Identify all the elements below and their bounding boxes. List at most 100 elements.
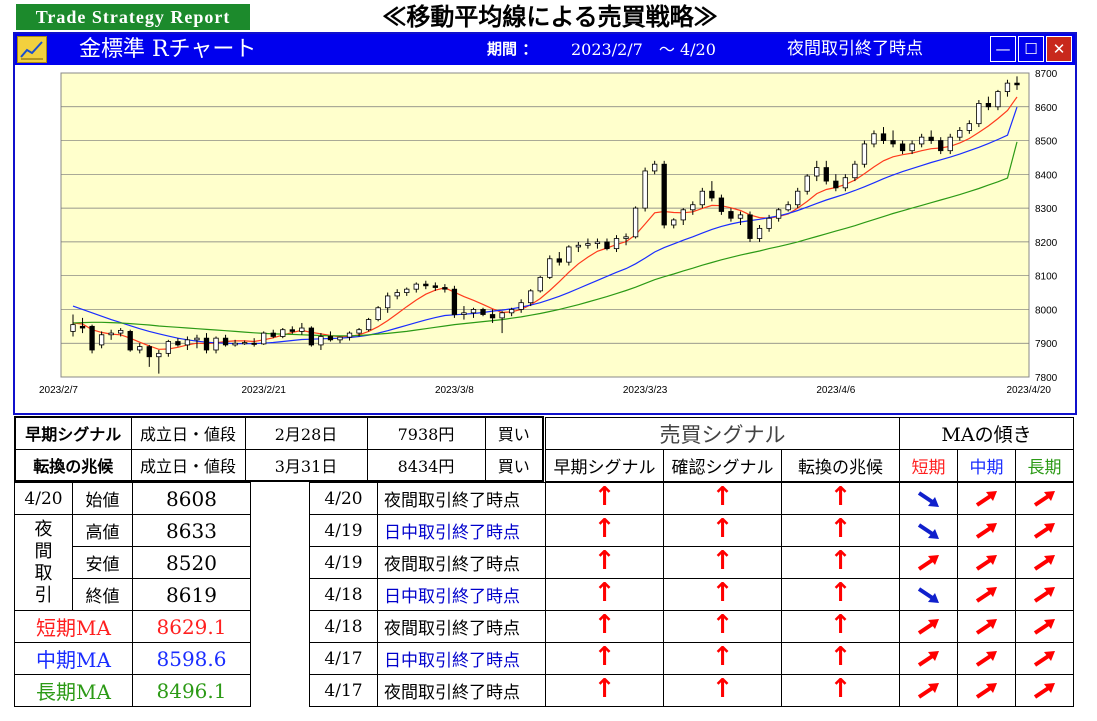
slope-up-arrow-icon xyxy=(901,681,957,701)
candle xyxy=(804,174,810,195)
slope-up-arrow-icon xyxy=(1017,617,1073,637)
ma-slope-cell xyxy=(957,642,1016,675)
candle xyxy=(241,340,248,345)
candle-body xyxy=(661,163,667,226)
y-tick-label: 8300 xyxy=(1035,204,1058,215)
history-row: 4/18 夜間取引終了時点 ↑ ↑ ↑ xyxy=(309,610,1074,643)
ohlc-value: 8633 xyxy=(132,514,251,547)
history-session: 日中取引終了時点 xyxy=(377,642,546,675)
window-titlebar[interactable]: 金標準 Rチャート 期間 ： 2023/2/7 ～ 4/20 夜間取引終了時点 … xyxy=(15,34,1075,65)
candle-body xyxy=(270,332,276,337)
candle-body xyxy=(918,136,925,145)
up-arrow-icon: ↑ xyxy=(593,610,616,640)
candle xyxy=(385,292,391,313)
candle xyxy=(652,160,658,175)
col-confirm-signal: 確認シグナル xyxy=(663,449,782,482)
col-mid-ma: 中期 xyxy=(957,449,1016,482)
candle xyxy=(89,324,95,354)
up-arrow-icon: ↑ xyxy=(829,578,852,608)
candle-body xyxy=(118,329,124,334)
candle-body xyxy=(480,309,486,315)
close-button[interactable]: ✕ xyxy=(1046,36,1072,62)
candle-body xyxy=(394,292,400,297)
slope-up-arrow-icon xyxy=(959,553,1015,573)
candle-body xyxy=(699,190,705,206)
signal-up-arrow: ↑ xyxy=(781,642,900,675)
slope-up-arrow-icon xyxy=(959,681,1015,701)
candle xyxy=(852,160,858,182)
candle-body xyxy=(871,133,877,145)
candle xyxy=(938,137,944,155)
slope-down-arrow-icon xyxy=(901,585,957,605)
history-row: 4/18 日中取引終了時点 ↑ ↑ ↑ xyxy=(309,578,1074,611)
candle xyxy=(880,127,887,144)
ma-line xyxy=(72,96,1018,350)
slope-up-arrow-icon xyxy=(959,489,1015,509)
candle-body xyxy=(79,325,86,329)
candle xyxy=(671,218,677,229)
candle xyxy=(365,317,372,332)
candle-body xyxy=(528,290,534,304)
col-short-ma: 短期 xyxy=(899,449,958,482)
history-date: 4/17 xyxy=(309,642,378,675)
ma-slope-cell xyxy=(1015,578,1074,611)
minimize-button[interactable]: — xyxy=(990,36,1016,62)
candle xyxy=(814,160,820,182)
candle-body xyxy=(194,337,200,341)
candle xyxy=(737,211,744,225)
candle xyxy=(775,208,782,222)
ma-slope-cell xyxy=(899,578,958,611)
candle xyxy=(728,208,734,222)
ma-slope-cell xyxy=(1015,514,1074,547)
ma-slope-cell xyxy=(1015,482,1074,515)
candle xyxy=(623,233,629,246)
candle-body xyxy=(261,332,267,345)
candle-body xyxy=(775,209,782,219)
candle-body xyxy=(804,175,810,192)
signal-up-arrow: ↑ xyxy=(545,514,664,547)
ma-slope-cell xyxy=(899,642,958,675)
slope-up-arrow-icon xyxy=(959,649,1015,669)
x-tick-label: 2023/3/23 xyxy=(623,385,668,396)
signal-name: 転換の兆候 xyxy=(14,448,132,482)
slope-up-arrow-icon xyxy=(1017,585,1073,605)
maximize-button[interactable]: ☐ xyxy=(1018,36,1044,62)
signal-name: 早期シグナル xyxy=(14,416,132,450)
signal-up-arrow: ↑ xyxy=(545,546,664,579)
col-long-ma: 長期 xyxy=(1015,449,1074,482)
candle xyxy=(423,280,429,290)
candle-body xyxy=(575,244,582,248)
y-tick-label: 7800 xyxy=(1035,373,1058,384)
candle xyxy=(756,225,763,242)
candle-body xyxy=(318,336,324,346)
candle xyxy=(451,285,458,318)
ma-slope-cell xyxy=(957,482,1016,515)
candle xyxy=(680,208,686,225)
up-arrow-icon: ↑ xyxy=(829,546,852,576)
candle xyxy=(957,127,963,141)
candle-body xyxy=(385,295,391,309)
ma-slope-title: MAの傾き xyxy=(899,417,1074,450)
signal-up-arrow: ↑ xyxy=(663,482,782,515)
candle xyxy=(909,140,915,155)
candle-body xyxy=(232,342,238,346)
ma-value: 8629.1 xyxy=(132,610,251,643)
candle-body xyxy=(747,214,753,239)
candle-body xyxy=(1014,82,1020,86)
history-row: 4/20 夜間取引終了時点 ↑ ↑ ↑ xyxy=(309,482,1074,515)
signal-action: 買い xyxy=(484,416,544,450)
up-arrow-icon: ↑ xyxy=(593,578,616,608)
up-arrow-icon: ↑ xyxy=(711,642,734,672)
candle-body xyxy=(375,307,381,320)
candle xyxy=(995,89,1001,111)
period-range: 2023/2/7 ～ 4/20 xyxy=(571,40,716,59)
history-date: 4/18 xyxy=(309,578,378,611)
slope-up-arrow-icon xyxy=(959,617,1015,637)
candle xyxy=(356,328,362,337)
candle xyxy=(70,314,76,337)
candle xyxy=(966,120,972,134)
signal-field: 成立日・値段 xyxy=(130,448,246,482)
ohlc-row: 安値 8520 xyxy=(15,546,251,579)
candle xyxy=(537,275,543,293)
slope-up-arrow-icon xyxy=(1017,681,1073,701)
